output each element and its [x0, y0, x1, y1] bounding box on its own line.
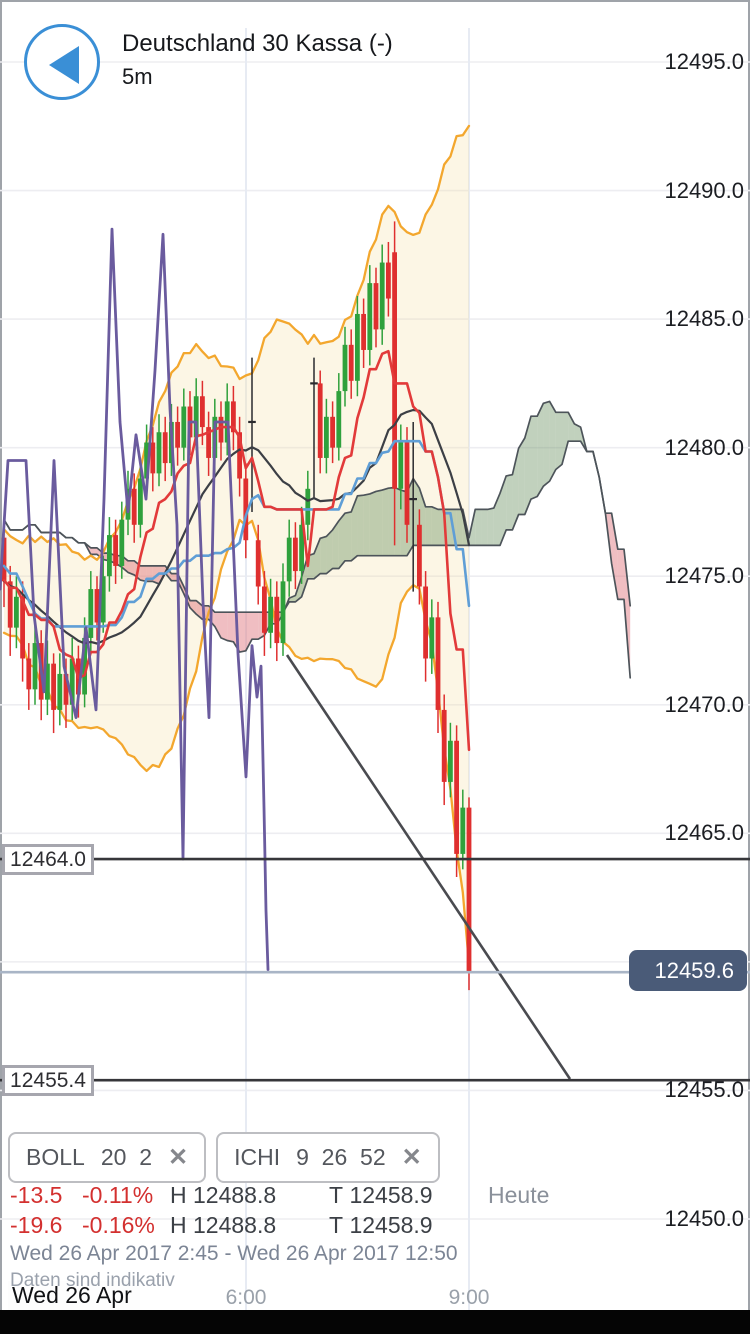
change-value: -13.5 [10, 1182, 63, 1208]
ichi-chip-name: ICHI [234, 1144, 281, 1170]
price-axis-label: 12465.0 [664, 820, 744, 846]
level-label-support: 12455.4 [2, 1065, 94, 1097]
change-percent: -0.11% [82, 1182, 154, 1208]
price-axis-label: 12470.0 [664, 691, 744, 717]
back-button[interactable] [24, 24, 100, 100]
session-low: T 12458.9 [329, 1212, 433, 1238]
timeframe-label[interactable]: 5m [122, 64, 153, 89]
date-range-label: Wed 26 Apr 2017 2:45 - Wed 26 Apr 2017 1… [10, 1242, 458, 1265]
current-price-badge: 12459.6 [629, 950, 747, 991]
change-percent: -0.16% [82, 1212, 155, 1238]
period-label: Heute [488, 1182, 550, 1208]
price-axis-label: 12450.0 [664, 1205, 744, 1231]
price-axis-label: 12475.0 [664, 563, 744, 589]
indicator-chips: BOLL 20 2 ✕ ICHI 9 26 52 ✕ [8, 1132, 440, 1183]
price-axis-label: 12455.0 [664, 1077, 744, 1103]
disclaimer-label: Daten sind indikativ [10, 1270, 175, 1291]
boll-indicator-chip[interactable]: BOLL 20 2 ✕ [8, 1132, 207, 1183]
price-axis-label: 12485.0 [664, 306, 744, 332]
ichi-indicator-chip[interactable]: ICHI 9 26 52 ✕ [216, 1132, 440, 1183]
session-low: T 12458.9 [329, 1182, 433, 1208]
time-axis-label: 9:00 [448, 1286, 490, 1309]
ichi-chip-params: 9 26 52 [296, 1144, 386, 1170]
ichi-chip-close-icon[interactable]: ✕ [401, 1144, 422, 1171]
session-high: H 12488.8 [170, 1212, 277, 1238]
change-value: -19.6 [10, 1212, 63, 1238]
time-axis-label: 6:00 [225, 1286, 267, 1309]
session-stats-row-1: -13.5 -0.11% H 12488.8 T 12458.9 Heute [10, 1182, 710, 1209]
time-axis-label: Wed 26 Apr [8, 1281, 140, 1310]
bottom-bar [0, 1310, 750, 1334]
price-axis-label: 12480.0 [664, 434, 744, 460]
instrument-title: Deutschland 30 Kassa (-) [122, 30, 393, 57]
boll-chip-close-icon[interactable]: ✕ [167, 1144, 189, 1171]
chart-header: Deutschland 30 Kassa (-) 5m [0, 0, 750, 110]
session-stats-row-2: -19.6 -0.16% H 12488.8 T 12458.9 [10, 1212, 710, 1239]
level-label-resistance: 12464.0 [2, 844, 94, 876]
back-icon [49, 46, 79, 84]
price-axis-label: 12495.0 [664, 49, 744, 74]
price-axis-label: 12490.0 [664, 177, 744, 203]
boll-chip-name: BOLL [26, 1144, 85, 1170]
session-high: H 12488.8 [170, 1182, 277, 1208]
boll-chip-params: 20 2 [100, 1144, 152, 1170]
